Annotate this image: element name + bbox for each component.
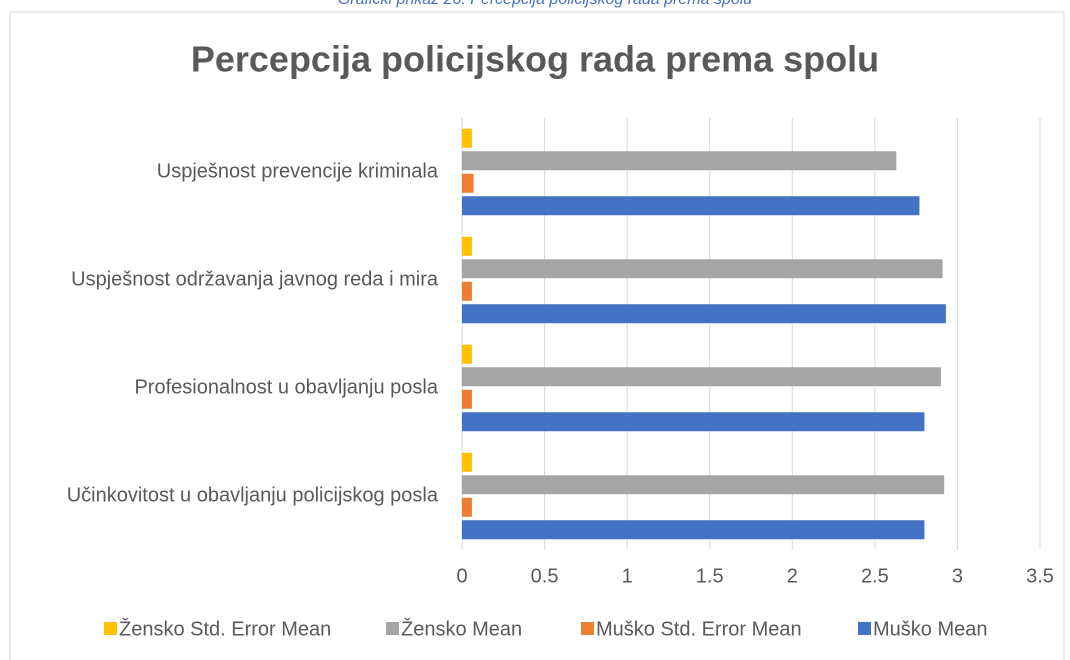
chart-frame <box>9 11 1065 660</box>
chart-title: Percepcija policijskog rada prema spolu <box>191 39 879 80</box>
bar <box>462 389 472 409</box>
bar <box>462 281 472 301</box>
bar <box>462 452 472 472</box>
legend-swatch <box>104 622 117 635</box>
bar <box>462 344 472 364</box>
caption: Grafički prikaz 26: Percepcija policijsk… <box>338 0 753 8</box>
bar <box>462 412 925 432</box>
legend-label: Muško Std. Error Mean <box>596 618 802 640</box>
y-tick-label: Učinkovitost u obavljanju policijskog po… <box>67 484 439 506</box>
x-tick-label: 1.5 <box>696 565 724 587</box>
legend-label: Žensko Mean <box>401 617 522 640</box>
bar <box>462 367 941 387</box>
x-tick-label: 2 <box>787 565 798 587</box>
legend-swatch <box>581 622 594 635</box>
x-tick-label: 0.5 <box>531 565 559 587</box>
bar <box>462 151 897 171</box>
legend-swatch <box>858 622 871 635</box>
x-tick-label: 2.5 <box>861 565 889 587</box>
bar <box>462 475 945 495</box>
bar <box>462 259 943 279</box>
bar <box>462 520 925 540</box>
x-tick-label: 1 <box>622 565 633 587</box>
legend-swatch <box>386 622 399 635</box>
bar <box>462 236 472 256</box>
bar <box>462 304 946 324</box>
bar <box>462 497 472 517</box>
bar <box>462 173 474 193</box>
legend-label: Žensko Std. Error Mean <box>119 617 331 640</box>
y-tick-label: Uspješnost održavanja javnog reda i mira <box>71 268 439 290</box>
y-tick-label: Uspješnost prevencije kriminala <box>157 160 439 182</box>
x-tick-label: 0 <box>456 565 467 587</box>
bar <box>462 128 472 148</box>
x-tick-label: 3 <box>952 565 963 587</box>
x-tick-label: 3.5 <box>1026 565 1054 587</box>
y-tick-label: Profesionalnost u obavljanju posla <box>134 376 438 398</box>
legend-label: Muško Mean <box>873 618 988 640</box>
bar <box>462 196 920 216</box>
